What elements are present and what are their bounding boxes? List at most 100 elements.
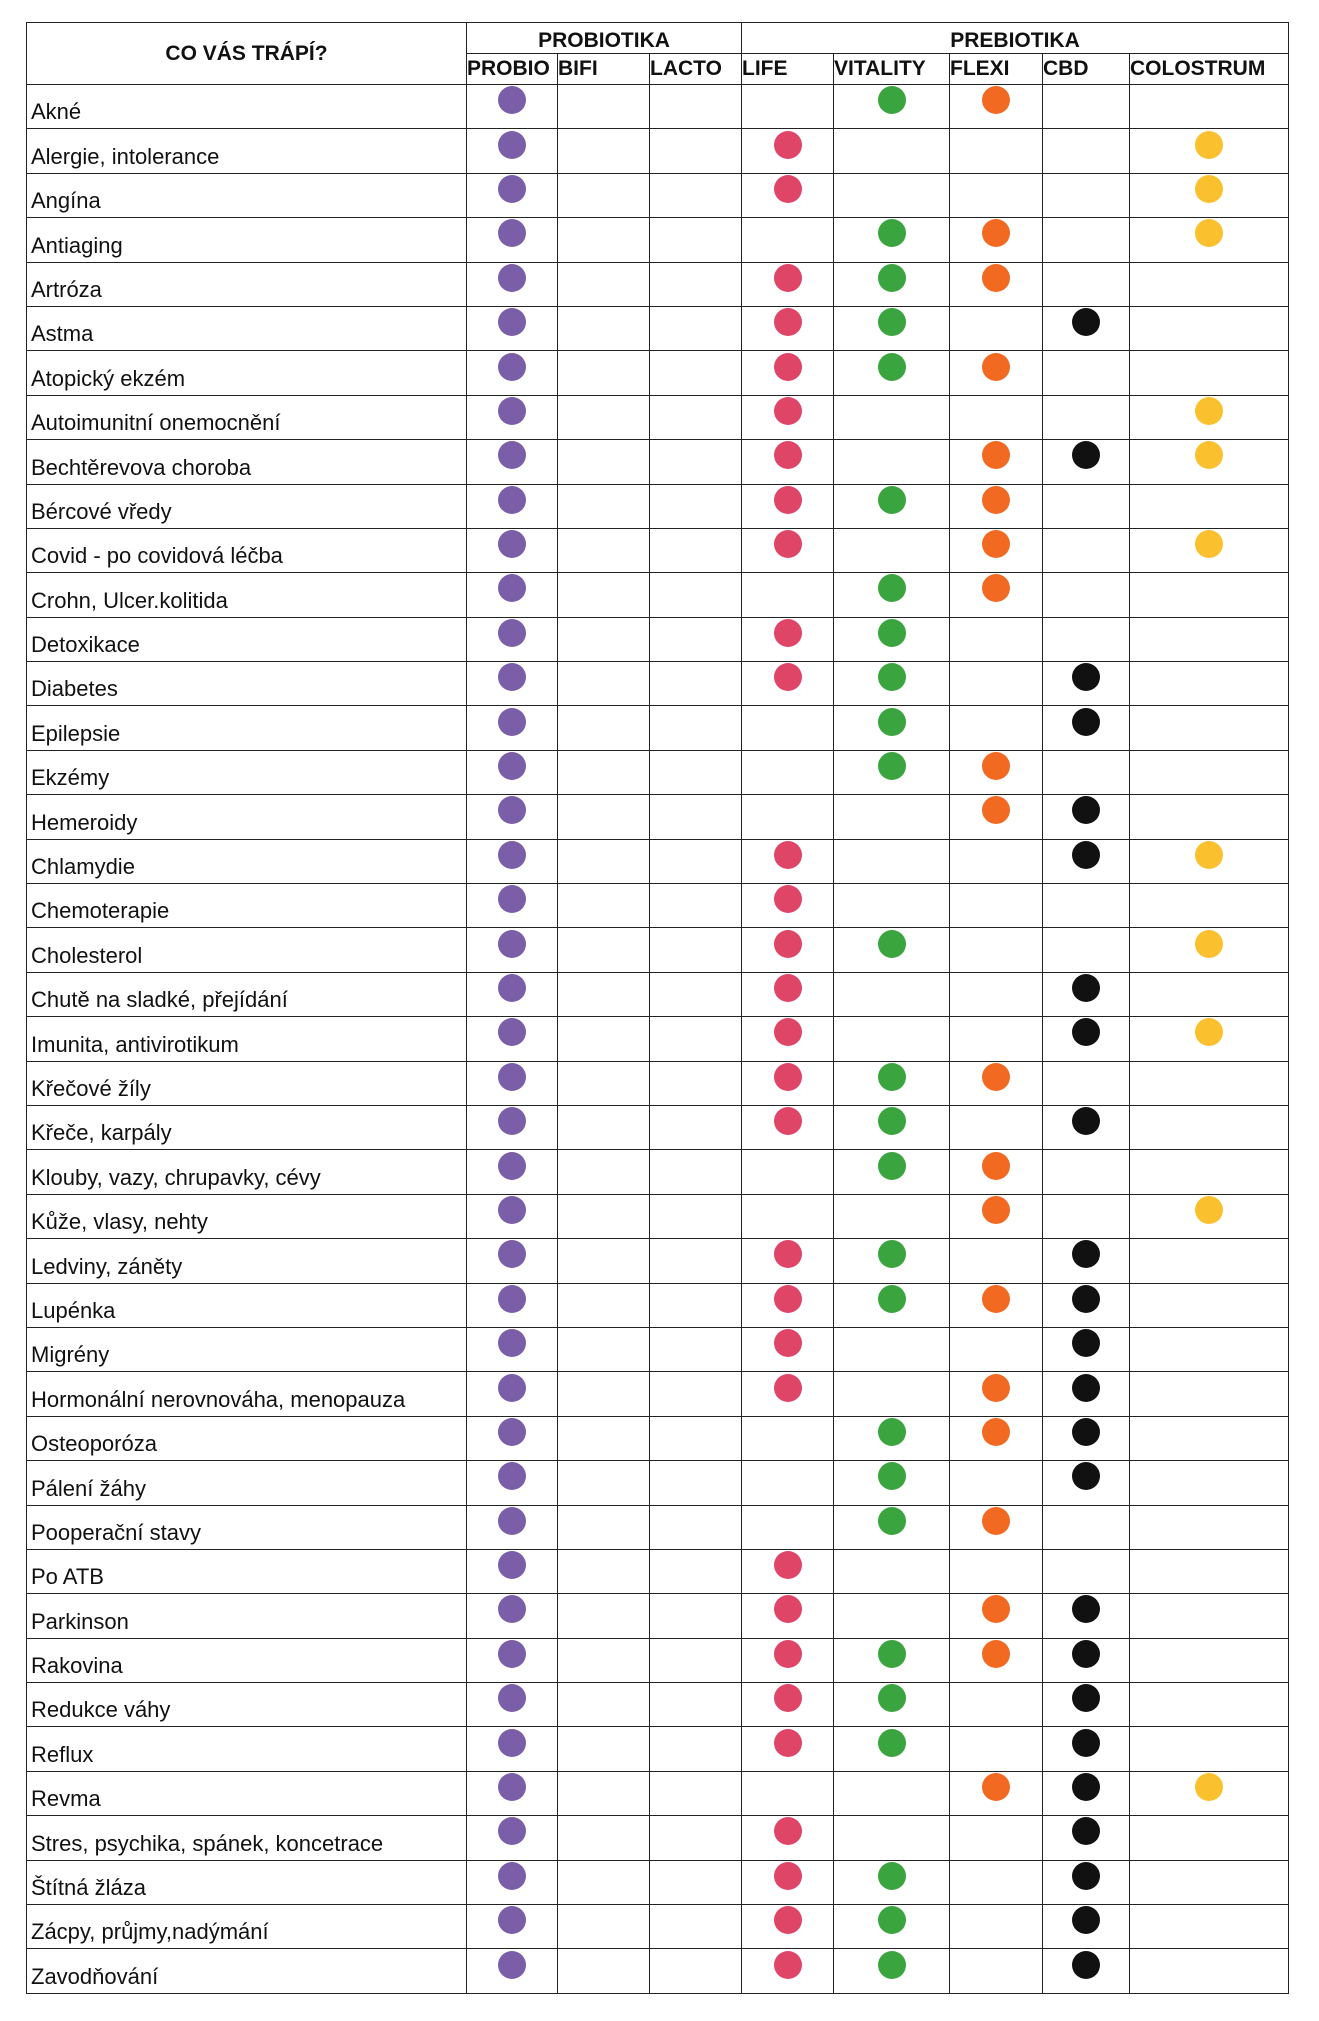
dot-probio-icon xyxy=(498,1861,526,1890)
cell-probio xyxy=(466,172,558,219)
dot-life-icon xyxy=(773,1861,802,1890)
dot-colostrum-icon xyxy=(1195,396,1223,425)
cell-probio xyxy=(466,1016,558,1062)
condition-label: Bércové vředy xyxy=(26,483,467,529)
column-header-flexi: FLEXI xyxy=(949,53,1043,85)
column-header-bifi: BIFI xyxy=(557,53,650,85)
cell-flexi xyxy=(949,1859,1043,1906)
table-row: Bechtěrevova choroba xyxy=(26,439,1289,485)
cell-flexi xyxy=(949,1682,1043,1728)
cell-lacto xyxy=(649,394,742,441)
cell-lacto xyxy=(649,1060,742,1106)
dot-probio-icon xyxy=(498,752,526,781)
cell-life xyxy=(741,616,834,663)
dot-colostrum-icon xyxy=(1195,1195,1223,1224)
cell-lacto xyxy=(649,1149,742,1195)
cell-cbd xyxy=(1042,616,1130,663)
dot-probio-icon xyxy=(498,1684,526,1713)
cell-probio xyxy=(466,616,558,663)
cell-flexi xyxy=(949,971,1043,1018)
cell-probio xyxy=(466,128,558,174)
dot-life-icon xyxy=(773,840,802,869)
cell-bifi xyxy=(557,1504,650,1550)
cell-colostrum xyxy=(1129,439,1289,485)
cell-flexi xyxy=(949,1238,1043,1284)
cell-flexi xyxy=(949,261,1043,307)
dot-flexi-icon xyxy=(982,1417,1010,1446)
cell-vitality xyxy=(833,1060,950,1106)
condition-label: Atopický ekzém xyxy=(26,350,467,396)
dot-probio-icon xyxy=(498,263,526,292)
cell-vitality xyxy=(833,1149,950,1195)
dot-vitality-icon xyxy=(877,263,906,292)
cell-cbd xyxy=(1042,217,1130,263)
cell-colostrum xyxy=(1129,350,1289,396)
cell-life xyxy=(741,971,834,1018)
cell-life xyxy=(741,1238,834,1284)
dot-probio-icon xyxy=(498,1373,526,1402)
cell-vitality xyxy=(833,1770,950,1817)
dot-cbd-icon xyxy=(1072,1240,1100,1269)
cell-colostrum xyxy=(1129,927,1289,973)
condition-label: Artróza xyxy=(26,261,467,307)
table-row: Kůže, vlasy, nehty xyxy=(26,1193,1289,1240)
cell-cbd xyxy=(1042,439,1130,485)
cell-probio xyxy=(466,1238,558,1284)
cell-life xyxy=(741,661,834,707)
cell-vitality xyxy=(833,616,950,663)
dot-flexi-icon xyxy=(982,796,1010,825)
cell-life xyxy=(741,927,834,973)
cell-lacto xyxy=(649,838,742,885)
cell-probio xyxy=(466,572,558,618)
cell-bifi xyxy=(557,261,650,307)
cell-bifi xyxy=(557,83,650,130)
cell-lacto xyxy=(649,1815,742,1861)
cell-life xyxy=(741,439,834,485)
dot-life-icon xyxy=(773,441,802,470)
cell-bifi xyxy=(557,794,650,840)
cell-life xyxy=(741,527,834,574)
table-row: Redukce váhy xyxy=(26,1682,1289,1728)
cell-cbd xyxy=(1042,1682,1130,1728)
cell-life xyxy=(741,794,834,840)
cell-cbd xyxy=(1042,1149,1130,1195)
table-row: Alergie, intolerance xyxy=(26,128,1289,174)
cell-bifi xyxy=(557,1948,650,1994)
cell-flexi xyxy=(949,1104,1043,1151)
table-row: Migrény xyxy=(26,1326,1289,1373)
cell-vitality xyxy=(833,217,950,263)
cell-probio xyxy=(466,1060,558,1106)
cell-cbd xyxy=(1042,483,1130,529)
condition-label: Astma xyxy=(26,305,467,352)
cell-flexi xyxy=(949,1637,1043,1684)
cell-flexi xyxy=(949,1193,1043,1240)
cell-bifi xyxy=(557,1326,650,1373)
dot-colostrum-icon xyxy=(1195,840,1223,869)
cell-flexi xyxy=(949,572,1043,618)
dot-flexi-icon xyxy=(982,86,1010,115)
dot-probio-icon xyxy=(498,929,526,958)
dot-cbd-icon xyxy=(1072,1906,1100,1935)
cell-bifi xyxy=(557,1770,650,1817)
condition-label: Chemoterapie xyxy=(26,883,467,929)
dot-flexi-icon xyxy=(982,441,1010,470)
cell-flexi xyxy=(949,883,1043,929)
dot-life-icon xyxy=(773,618,802,647)
cell-cbd xyxy=(1042,1904,1130,1950)
cell-lacto xyxy=(649,1948,742,1994)
cell-probio xyxy=(466,794,558,840)
cell-colostrum xyxy=(1129,1060,1289,1106)
cell-probio xyxy=(466,1193,558,1240)
dot-colostrum-icon xyxy=(1195,1018,1223,1047)
cell-flexi xyxy=(949,305,1043,352)
cell-life xyxy=(741,1593,834,1639)
cell-vitality xyxy=(833,661,950,707)
cell-flexi xyxy=(949,1282,1043,1328)
cell-colostrum xyxy=(1129,128,1289,174)
table-row: Rakovina xyxy=(26,1637,1289,1684)
cell-life xyxy=(741,394,834,441)
condition-label: Epilepsie xyxy=(26,705,467,751)
cell-lacto xyxy=(649,350,742,396)
cell-probio xyxy=(466,1682,558,1728)
cell-bifi xyxy=(557,305,650,352)
